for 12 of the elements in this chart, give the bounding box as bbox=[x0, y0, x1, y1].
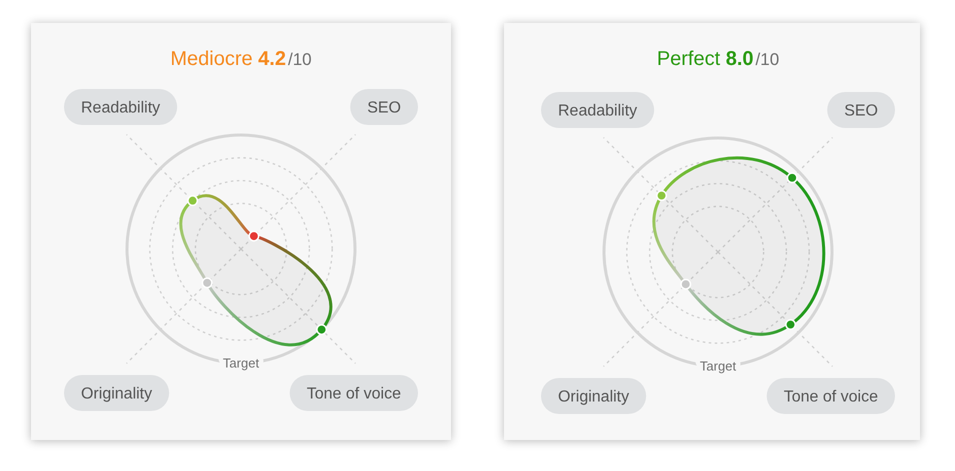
spoke-label: Tone of voice bbox=[784, 388, 878, 406]
chart-title: Perfect 8.0/10 bbox=[656, 48, 780, 70]
spoke-label: Readability bbox=[81, 100, 160, 116]
spoke-label: Tone of voice bbox=[306, 386, 402, 402]
text: Target bbox=[222, 356, 260, 370]
chart-title: Mediocre 4.2/10 bbox=[170, 48, 312, 70]
spoke-label: Readability bbox=[558, 102, 638, 120]
spoke-label: SEO bbox=[367, 100, 402, 116]
spoke-label: Originality bbox=[558, 388, 630, 406]
text: Target bbox=[700, 358, 736, 374]
spoke-label: SEO bbox=[844, 102, 878, 120]
spoke-label: Originality bbox=[80, 386, 152, 402]
